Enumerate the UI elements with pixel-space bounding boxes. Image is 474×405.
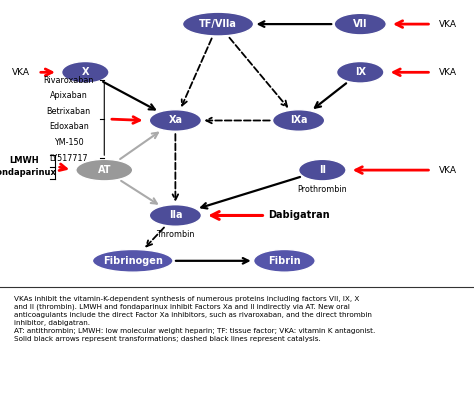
Text: VII: VII	[353, 19, 367, 29]
Text: Betrixaban: Betrixaban	[46, 107, 91, 116]
Text: AT: AT	[98, 165, 111, 175]
Text: TF/VIIa: TF/VIIa	[199, 19, 237, 29]
Text: LMWH: LMWH	[9, 156, 38, 165]
Text: IX: IX	[355, 67, 366, 77]
Text: IXa: IXa	[290, 115, 307, 126]
Ellipse shape	[182, 12, 254, 36]
Text: Prothrombin: Prothrombin	[298, 185, 347, 194]
Ellipse shape	[337, 62, 384, 83]
Text: VKA: VKA	[439, 19, 457, 29]
Ellipse shape	[254, 249, 315, 272]
Text: Rivaroxaban: Rivaroxaban	[44, 76, 94, 85]
Text: X: X	[82, 67, 89, 77]
Text: VKA: VKA	[12, 68, 30, 77]
Ellipse shape	[76, 159, 133, 181]
Text: IIa: IIa	[169, 211, 182, 220]
Text: II: II	[319, 165, 326, 175]
Text: VKA: VKA	[439, 68, 457, 77]
Text: Fondaparinux: Fondaparinux	[0, 168, 56, 177]
Ellipse shape	[149, 205, 201, 226]
Text: Thrombin: Thrombin	[156, 230, 194, 239]
Ellipse shape	[334, 13, 386, 35]
Ellipse shape	[62, 62, 109, 83]
Ellipse shape	[92, 249, 173, 272]
Ellipse shape	[299, 159, 346, 181]
Text: Xa: Xa	[168, 115, 182, 126]
Text: Apixaban: Apixaban	[50, 91, 88, 100]
Text: Dabigatran: Dabigatran	[268, 211, 329, 220]
Text: YM-150: YM-150	[54, 138, 83, 147]
Text: VKA: VKA	[439, 166, 457, 175]
Text: VKAs inhibit the vitamin-K-dependent synthesis of numerous proteins including fa: VKAs inhibit the vitamin-K-dependent syn…	[14, 296, 375, 342]
Text: Edoxaban: Edoxaban	[49, 122, 89, 131]
Ellipse shape	[149, 110, 201, 131]
Text: LY517717: LY517717	[49, 153, 88, 162]
Text: Fibrinogen: Fibrinogen	[103, 256, 163, 266]
Ellipse shape	[273, 110, 325, 131]
Text: Fibrin: Fibrin	[268, 256, 301, 266]
